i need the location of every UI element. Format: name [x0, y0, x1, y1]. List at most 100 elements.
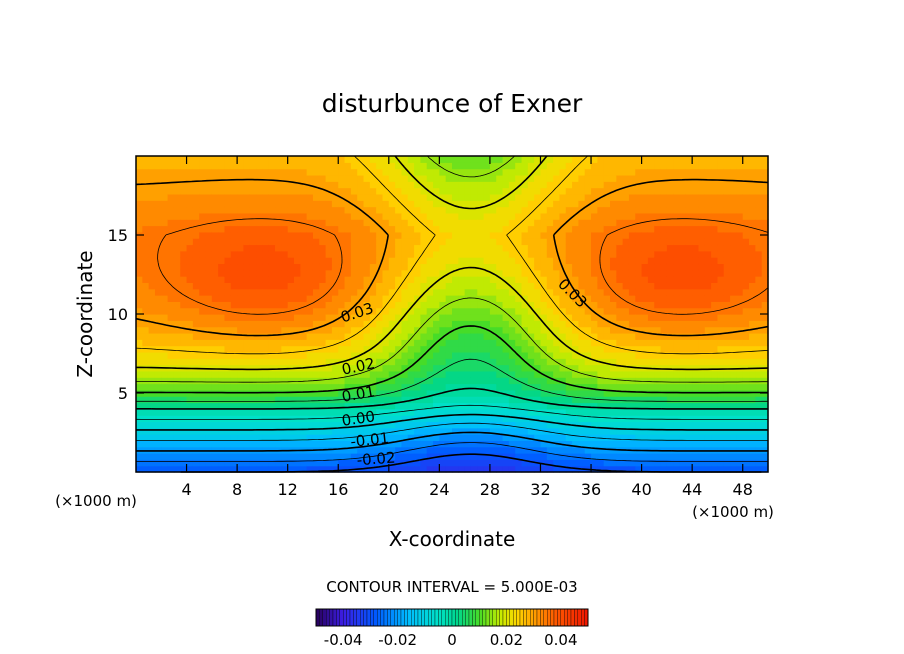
contour-cell	[414, 269, 421, 277]
contour-cell	[622, 389, 630, 397]
contour-cell	[275, 307, 282, 315]
contour-cell	[654, 212, 662, 220]
contour-cell	[300, 307, 308, 315]
contour-cell	[426, 200, 434, 208]
contour-cell	[199, 212, 207, 220]
contour-cell	[565, 440, 573, 448]
contour-cell	[458, 377, 466, 385]
contour-cell	[641, 200, 649, 208]
contour-cell	[477, 244, 485, 252]
contour-cell	[483, 434, 491, 441]
contour-cell	[572, 295, 579, 302]
contour-cell	[527, 402, 535, 410]
contour-cell	[363, 320, 371, 328]
contour-cell	[470, 231, 478, 239]
contour-cell	[420, 295, 428, 302]
contour-cell	[338, 339, 346, 347]
contour-cell	[534, 446, 542, 454]
contour-cell	[647, 219, 655, 227]
contour-cell	[736, 396, 744, 404]
contour-cell	[199, 332, 207, 340]
contour-cell	[154, 282, 162, 290]
contour-cell	[628, 231, 636, 239]
contour-cell	[654, 168, 662, 176]
contour-cell	[439, 257, 447, 265]
contour-cell	[591, 193, 598, 201]
contour-cell	[610, 212, 617, 220]
contour-cell	[704, 187, 712, 195]
contour-cell	[350, 231, 358, 239]
contour-cell	[395, 453, 403, 460]
contour-cell	[546, 345, 554, 353]
contour-cell	[249, 174, 257, 182]
contour-cell	[363, 339, 371, 347]
contour-cell	[256, 276, 263, 283]
contour-cell	[641, 269, 649, 277]
contour-cell	[173, 307, 181, 315]
contour-cell	[338, 465, 346, 473]
contour-cell	[350, 440, 358, 448]
contour-cell	[698, 351, 706, 359]
contour-cell	[249, 276, 257, 283]
contour-cell	[508, 415, 516, 423]
contour-cell	[553, 314, 561, 321]
contour-cell	[736, 276, 744, 283]
contour-cell	[610, 459, 617, 467]
contour-cell	[591, 276, 598, 283]
contour-cell	[350, 276, 358, 283]
contour-cell	[458, 250, 466, 258]
contour-cell	[597, 459, 605, 467]
contour-cell	[369, 263, 377, 271]
contour-cell	[508, 389, 516, 397]
contour-cell	[325, 288, 333, 296]
contour-cell	[319, 231, 327, 239]
contour-cell	[546, 288, 554, 296]
contour-cell	[742, 396, 750, 404]
contour-cell	[730, 200, 737, 208]
contour-cell	[527, 168, 535, 176]
contour-cell	[591, 206, 598, 214]
contour-cell	[344, 415, 352, 423]
contour-cell	[407, 244, 415, 252]
contour-cell	[167, 396, 175, 404]
contour-cell	[692, 332, 700, 340]
contour-cell	[534, 263, 542, 271]
contour-cell	[401, 427, 409, 435]
contour-cell	[749, 396, 756, 404]
contour-cell	[268, 326, 276, 334]
contour-cell	[654, 421, 662, 429]
contour-cell	[470, 200, 478, 208]
contour-cell	[154, 250, 162, 258]
contour-cell	[647, 320, 655, 328]
contour-cell	[331, 238, 339, 246]
contour-cell	[224, 295, 232, 302]
contour-cell	[610, 282, 617, 290]
contour-cell	[376, 244, 384, 252]
contour-cell	[192, 187, 200, 195]
contour-cell	[647, 465, 655, 473]
contour-cell	[312, 320, 320, 328]
contour-cell	[325, 383, 333, 391]
contour-cell	[211, 345, 219, 353]
contour-cell	[306, 434, 314, 441]
contour-cell	[243, 314, 251, 321]
contour-cell	[692, 402, 700, 410]
contour-cell	[502, 168, 510, 176]
contour-cell	[414, 427, 421, 435]
contour-cell	[338, 364, 346, 372]
contour-cell	[205, 332, 213, 340]
contour-cell	[300, 434, 308, 441]
contour-cell	[685, 250, 693, 258]
contour-cell	[660, 465, 668, 473]
contour-cell	[673, 320, 681, 328]
contour-cell	[515, 370, 523, 378]
contour-cell	[300, 263, 308, 271]
contour-cell	[534, 187, 542, 195]
contour-cell	[344, 187, 352, 195]
contour-cell	[470, 244, 478, 252]
contour-cell	[319, 465, 327, 473]
contour-cell	[540, 231, 548, 239]
contour-cell	[268, 168, 276, 176]
contour-cell	[584, 440, 592, 448]
contour-cell	[401, 181, 409, 189]
